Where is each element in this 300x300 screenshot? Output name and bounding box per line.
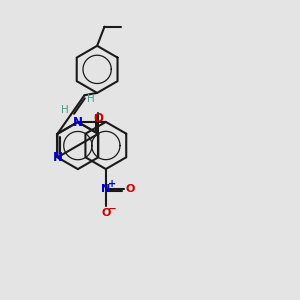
Text: O: O xyxy=(126,184,135,194)
Text: H: H xyxy=(61,105,69,115)
Text: +: + xyxy=(108,179,116,189)
Text: −: − xyxy=(108,204,117,214)
Text: N: N xyxy=(52,151,62,164)
Text: N: N xyxy=(101,184,110,194)
Text: O: O xyxy=(101,208,110,218)
Text: O: O xyxy=(94,112,103,125)
Text: H: H xyxy=(87,94,94,104)
Text: N: N xyxy=(73,116,83,128)
